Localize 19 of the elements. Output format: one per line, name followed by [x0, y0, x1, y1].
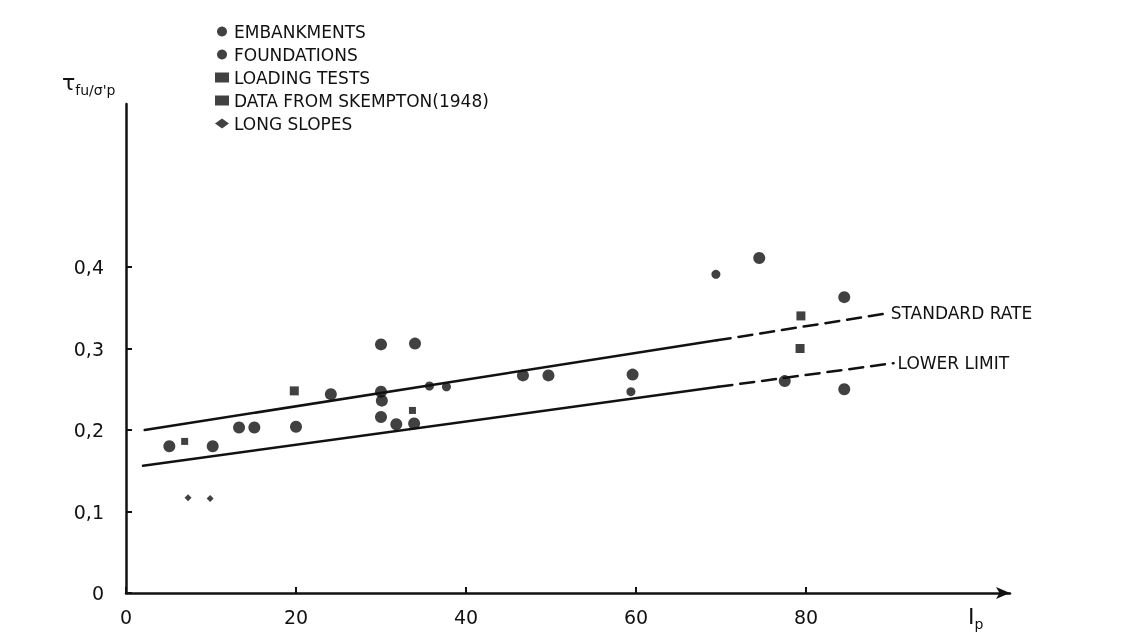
x-tick-label: 80 [793, 605, 819, 628]
y-tick-label: 0,4 [73, 256, 104, 278]
x-tick-label: 40 [453, 605, 479, 628]
legend-label: LOADING TESTS [234, 67, 371, 88]
y-axis-title: τ$_{fu/σ'p}$ [62, 70, 116, 99]
y-tick-label: 0,2 [73, 419, 104, 441]
x-tick-label: 0 [119, 605, 133, 628]
legend-label: DATA FROM SKEMPTON(1948) [234, 90, 489, 111]
y-tick-label: 0,3 [73, 337, 104, 360]
x-axis-title: I$_{p}$ [968, 604, 984, 633]
legend-label: FOUNDATIONS [234, 44, 358, 65]
series-label: LOWER LIMIT [897, 353, 1010, 374]
y-tick-label: 0,1 [73, 500, 104, 523]
y-tick-label: 0 [91, 582, 104, 604]
series-label: STANDARD RATE [890, 303, 1033, 324]
legend-label: LONG SLOPES [234, 113, 353, 134]
legend-label: EMBANKMENTS [234, 21, 366, 42]
x-tick-label: 60 [623, 605, 649, 628]
x-tick-label: 20 [283, 605, 309, 628]
